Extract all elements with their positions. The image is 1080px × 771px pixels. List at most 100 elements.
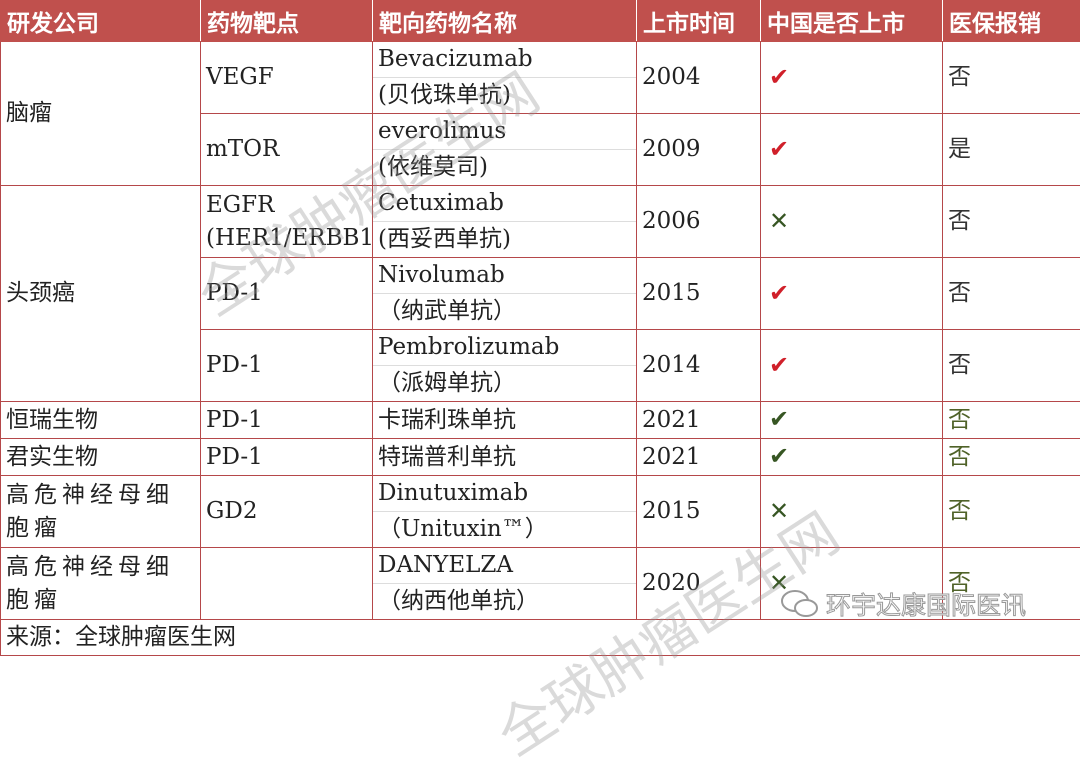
insurance-cell: 否 xyxy=(943,186,1080,258)
drug-name-line: (依维莫司) xyxy=(373,150,636,185)
column-header: 药物靶点 xyxy=(201,1,373,42)
company-cell: 恒瑞生物 xyxy=(1,402,201,439)
company-cell: 高危神经母细胞瘤 xyxy=(1,548,201,620)
check-icon: ✔ xyxy=(766,442,789,470)
china-listed-cell: ✔ xyxy=(761,330,943,402)
drug-name-cell: 特瑞普利单抗 xyxy=(373,439,637,476)
column-header: 上市时间 xyxy=(637,1,761,42)
launch-year-cell: 2014 xyxy=(637,330,761,402)
check-icon: ✔ xyxy=(766,135,789,163)
drug-name-line: Nivolumab xyxy=(373,258,636,294)
insurance-cell: 否 xyxy=(943,330,1080,402)
target-cell: PD-1 xyxy=(201,330,373,402)
drug-name-cell: Dinutuximab（Unituxin™） xyxy=(373,476,637,548)
insurance-cell: 否 xyxy=(943,42,1080,114)
target-cell xyxy=(201,548,373,620)
target-line: (HER1/ERBB1 xyxy=(206,222,372,255)
source-note: 来源：全球肿瘤医生网 xyxy=(1,620,1080,656)
drug-name-line: Bevacizumab xyxy=(373,42,636,78)
target-line: VEGF xyxy=(206,61,372,94)
china-listed-cell: ✔ xyxy=(761,258,943,330)
china-listed-cell: ✕ xyxy=(761,476,943,548)
target-cell: VEGF xyxy=(201,42,373,114)
launch-year-cell: 2006 xyxy=(637,186,761,258)
insurance-cell: 否 xyxy=(943,402,1080,439)
drug-name-line: （派姆单抗） xyxy=(373,366,636,401)
column-header: 靶向药物名称 xyxy=(373,1,637,42)
source-row: 来源：全球肿瘤医生网 xyxy=(1,620,1080,656)
china-listed-cell: ✔ xyxy=(761,42,943,114)
china-listed-cell: ✔ xyxy=(761,114,943,186)
drug-name-cell: DANYELZA（纳西他单抗） xyxy=(373,548,637,620)
launch-year-cell: 2009 xyxy=(637,114,761,186)
insurance-cell: 否 xyxy=(943,258,1080,330)
drug-name-cell: Cetuximab(西妥西单抗) xyxy=(373,186,637,258)
column-header: 医保报销 xyxy=(943,1,1080,42)
launch-year-cell: 2021 xyxy=(637,402,761,439)
drug-name-line: 卡瑞利珠单抗 xyxy=(373,403,636,438)
drug-name-line: 特瑞普利单抗 xyxy=(373,440,636,475)
wechat-logo: 环宇达康国际医讯 xyxy=(780,586,1026,622)
column-header: 研发公司 xyxy=(1,1,201,42)
launch-year-cell: 2015 xyxy=(637,476,761,548)
target-line: EGFR xyxy=(206,189,372,222)
target-cell: PD-1 xyxy=(201,439,373,476)
drug-name-line: everolimus xyxy=(373,114,636,150)
drug-name-cell: Pembrolizumab（派姆单抗） xyxy=(373,330,637,402)
drug-name-line: Dinutuximab xyxy=(373,476,636,512)
target-line: PD-1 xyxy=(206,404,372,437)
check-icon: ✔ xyxy=(766,405,789,433)
drug-name-line: Cetuximab xyxy=(373,186,636,222)
logo-text: 环宇达康国际医讯 xyxy=(826,586,1026,622)
cross-icon: ✕ xyxy=(766,497,789,525)
china-listed-cell: ✔ xyxy=(761,402,943,439)
target-cell: mTOR xyxy=(201,114,373,186)
launch-year-cell: 2004 xyxy=(637,42,761,114)
drug-name-cell: Nivolumab（纳武单抗） xyxy=(373,258,637,330)
check-icon: ✔ xyxy=(766,279,789,307)
target-cell: PD-1 xyxy=(201,402,373,439)
drug-name-line: (西妥西单抗) xyxy=(373,222,636,257)
drug-name-cell: Bevacizumab(贝伐珠单抗) xyxy=(373,42,637,114)
check-icon: ✔ xyxy=(766,63,789,91)
company-cell: 高危神经母细胞瘤 xyxy=(1,476,201,548)
table-header-row: 研发公司药物靶点靶向药物名称上市时间中国是否上市医保报销 xyxy=(1,1,1080,42)
company-cell: 君实生物 xyxy=(1,439,201,476)
wechat-icon xyxy=(780,588,820,620)
insurance-cell: 是 xyxy=(943,114,1080,186)
launch-year-cell: 2015 xyxy=(637,258,761,330)
check-icon: ✔ xyxy=(766,351,789,379)
column-header: 中国是否上市 xyxy=(761,1,943,42)
target-line: GD2 xyxy=(206,495,372,528)
company-cell: 头颈癌 xyxy=(1,186,201,402)
drug-name-line: Pembrolizumab xyxy=(373,330,636,366)
cross-icon: ✕ xyxy=(766,207,789,235)
target-line: PD-1 xyxy=(206,349,372,382)
launch-year-cell: 2021 xyxy=(637,439,761,476)
target-cell: EGFR(HER1/ERBB1 xyxy=(201,186,373,258)
target-cell: GD2 xyxy=(201,476,373,548)
drug-name-line: （纳西他单抗） xyxy=(373,584,636,619)
drug-name-line: （纳武单抗） xyxy=(373,294,636,329)
company-cell: 脑瘤 xyxy=(1,42,201,186)
launch-year-cell: 2020 xyxy=(637,548,761,620)
drug-name-line: (贝伐珠单抗) xyxy=(373,78,636,113)
drug-name-line: （Unituxin™） xyxy=(373,512,636,547)
china-listed-cell: ✕ xyxy=(761,186,943,258)
insurance-cell: 否 xyxy=(943,476,1080,548)
insurance-cell: 否 xyxy=(943,439,1080,476)
target-line: mTOR xyxy=(206,133,372,166)
target-line: PD-1 xyxy=(206,277,372,310)
china-listed-cell: ✔ xyxy=(761,439,943,476)
drug-name-cell: 卡瑞利珠单抗 xyxy=(373,402,637,439)
target-line: PD-1 xyxy=(206,441,372,474)
drug-name-cell: everolimus(依维莫司) xyxy=(373,114,637,186)
drug-name-line: DANYELZA xyxy=(373,548,636,584)
target-cell: PD-1 xyxy=(201,258,373,330)
